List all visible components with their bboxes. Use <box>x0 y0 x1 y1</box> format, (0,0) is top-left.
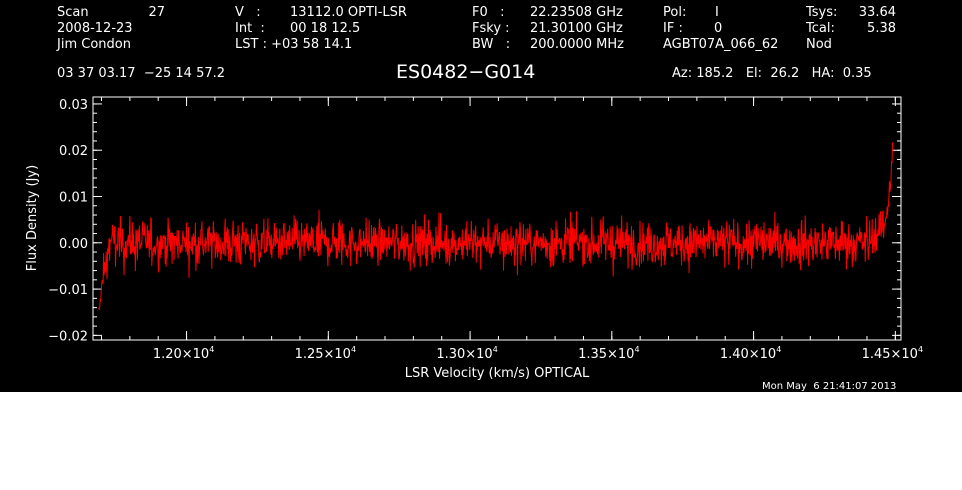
observer: Jim Condon <box>57 37 131 52</box>
plot-area: Scan 27 V : 13112.0 OPTI-LSR F0 : 22.235… <box>0 0 962 392</box>
y-tick-label: −0.01 <box>48 283 88 298</box>
int-value: 00 18 12.5 <box>290 21 361 36</box>
y-tick-label: 0.00 <box>59 237 88 252</box>
bw-label: BW : <box>472 37 511 52</box>
x-tick-label: 1.20×104 <box>153 345 214 362</box>
scan-value: 27 <box>148 5 165 20</box>
pol-label: Pol: <box>663 5 687 20</box>
render-timestamp: Mon May 6 21:41:07 2013 <box>762 381 897 392</box>
if-value: 0 <box>714 21 723 36</box>
tcal-label: Tcal: <box>806 21 835 36</box>
spectrum-series-line <box>98 142 893 310</box>
fsky-label: Fsky : <box>472 21 510 36</box>
az-el-ha: Az: 185.2 El: 26.2 HA: 0.35 <box>672 66 872 81</box>
source-coords: 03 37 03.17 −25 14 57.2 <box>57 66 226 81</box>
tsys-value: 33.64 <box>858 5 896 20</box>
x-tick-label: 1.35×104 <box>578 345 639 362</box>
velocity-label: V : <box>235 5 261 20</box>
y-axis-label: Flux Density (Jy) <box>25 165 40 271</box>
f0-value: 22.23508 GHz <box>530 5 623 20</box>
source-name: ES0482−G014 <box>396 61 536 83</box>
tcal-value: 5.38 <box>867 21 896 36</box>
x-tick-label: 1.30×104 <box>436 345 497 362</box>
tsys-label: Tsys: <box>806 5 838 20</box>
fsky-value: 21.30100 GHz <box>530 21 623 36</box>
y-tick-label: 0.03 <box>59 98 88 113</box>
spectrum-chart: −0.02 −0.01 0.00 0.01 0.02 0.03 1.20×104 1.25×… <box>25 96 923 381</box>
if-label: IF : <box>663 21 683 36</box>
plot-frame <box>92 96 902 341</box>
velocity-value: 13112.0 OPTI-LSR <box>290 5 407 20</box>
x-tick-label: 1.40×104 <box>720 345 781 362</box>
bw-value: 200.0000 MHz <box>530 37 624 52</box>
int-label: Int : <box>235 21 265 36</box>
pol-value: I <box>715 5 719 20</box>
f0-label: F0 : <box>472 5 505 20</box>
scan-label: Scan <box>57 5 89 20</box>
lst-label: LST : +03 58 14.1 <box>235 37 353 52</box>
obs-mode: Nod <box>806 37 832 52</box>
project-id: AGBT07A_066_62 <box>663 37 779 52</box>
x-axis-label: LSR Velocity (km/s) OPTICAL <box>405 366 590 381</box>
y-tick-label: −0.02 <box>48 329 88 344</box>
x-tick-label: 1.45×104 <box>862 345 923 362</box>
y-tick-label: 0.01 <box>59 191 88 206</box>
obs-date: 2008-12-23 <box>57 21 133 36</box>
x-tick-label: 1.25×104 <box>295 345 356 362</box>
y-tick-label: 0.02 <box>59 144 88 159</box>
